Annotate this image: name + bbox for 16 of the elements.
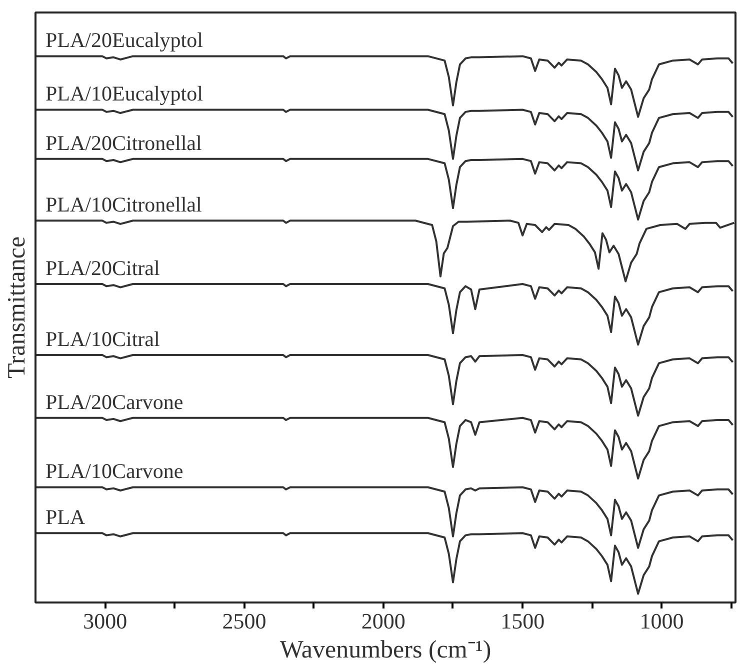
series-label: PLA/10Citral	[46, 327, 160, 352]
series-label: PLA/20Citronellal	[46, 130, 202, 155]
x-tick-label: 2000	[361, 608, 406, 634]
series-label: PLA/20Eucalyptol	[46, 28, 204, 52]
x-tick-label: 1500	[500, 608, 545, 634]
x-tick-label: 3000	[83, 608, 128, 634]
series-label: PLA/20Citral	[46, 256, 160, 280]
y-axis-title: Transmittance	[4, 236, 30, 379]
x-tick-label: 1000	[640, 608, 684, 634]
series-label: PLA/10Carvone	[46, 459, 184, 484]
series-label: PLA/10Eucalyptol	[46, 82, 204, 106]
series-label: PLA/20Carvone	[46, 390, 184, 414]
x-tick-label: 2500	[222, 608, 266, 634]
x-axis-title: Wavenumbers (cm⁻¹)	[280, 636, 492, 664]
series-label: PLA	[46, 505, 86, 530]
series-label: PLA/10Citronellal	[46, 192, 202, 217]
